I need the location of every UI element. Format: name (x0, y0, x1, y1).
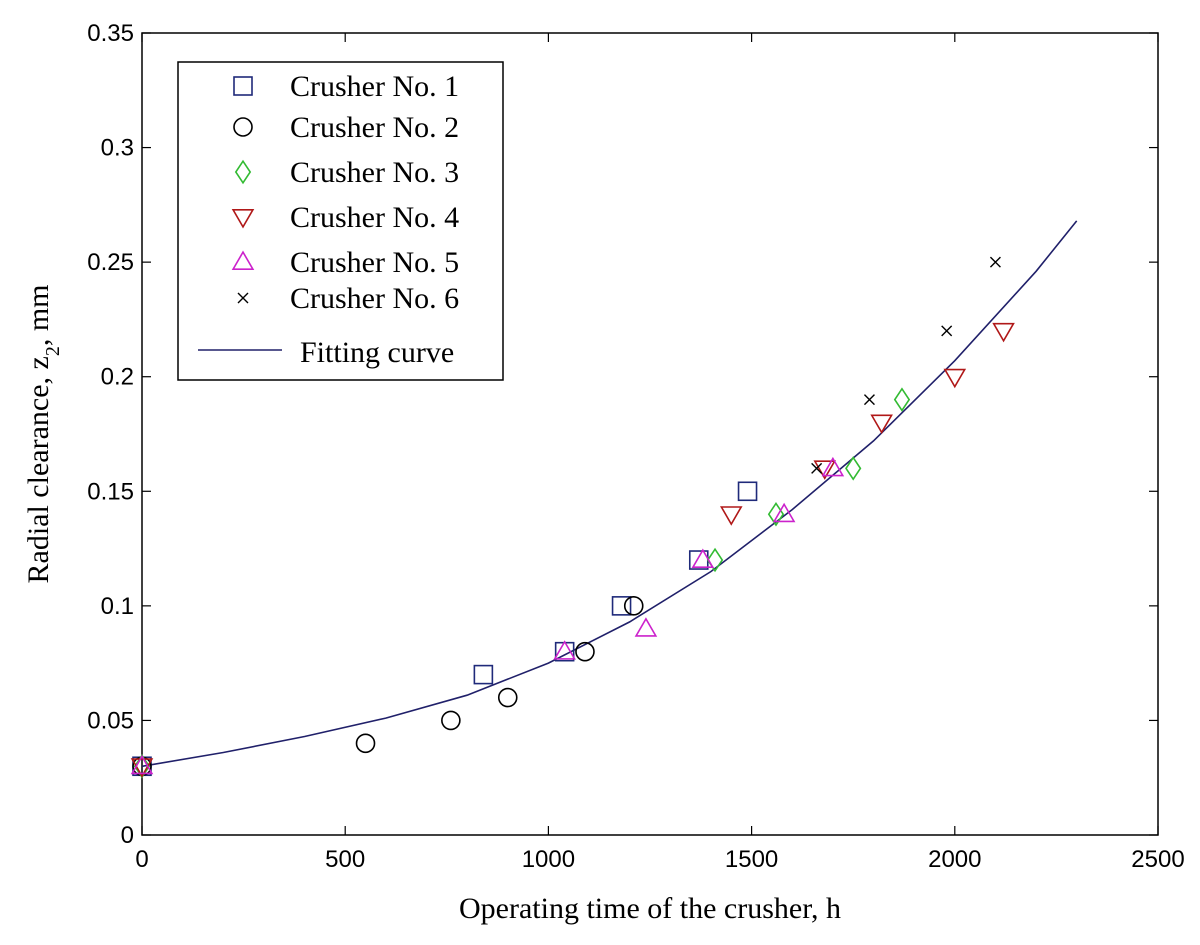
legend: Crusher No. 1 Crusher No. 2 Crusher No. 3 C… (177, 61, 504, 381)
legend-label: Crusher No. 1 (290, 70, 459, 103)
series-5 (130, 456, 845, 775)
legend-marker (233, 76, 253, 96)
x-tick-label: 0 (135, 846, 148, 873)
data-point (893, 387, 911, 412)
y-tick-label: 0.15 (87, 478, 134, 505)
x-tick-label: 2500 (1131, 846, 1184, 873)
data-point (845, 456, 862, 481)
data-point (737, 481, 758, 502)
data-point (989, 256, 1001, 268)
legend-marker (234, 159, 252, 185)
data-point (772, 502, 796, 523)
series-6 (811, 256, 1001, 474)
legend-marker (231, 250, 255, 271)
legend-marker (233, 117, 253, 137)
x-axis-title: Operating time of the crusher, h (459, 892, 841, 925)
data-point (941, 325, 953, 337)
fitting-curve-layer (141, 220, 1078, 768)
data-point (130, 758, 154, 778)
y-tick-label: 0.05 (87, 707, 134, 734)
series-4 (130, 322, 1015, 778)
legend-marker (237, 292, 249, 304)
x-tick-label: 1000 (522, 846, 575, 873)
legend-label: Crusher No. 3 (290, 156, 459, 189)
data-point (623, 596, 644, 616)
data-point (821, 456, 845, 477)
y-tick-label: 0.2 (101, 364, 134, 391)
data-point (473, 664, 494, 685)
data-point (943, 368, 967, 389)
data-point (691, 548, 715, 569)
data-point (813, 460, 837, 480)
y-tick-label: 0.25 (87, 249, 134, 276)
data-point (811, 462, 823, 474)
data-point (634, 617, 658, 637)
legend-label: Crusher No. 4 (290, 201, 459, 234)
data-point (355, 733, 376, 754)
data-point (130, 754, 154, 775)
legend-label: Crusher No. 6 (290, 282, 459, 315)
y-tick-label: 0.3 (101, 135, 134, 162)
data-point (706, 547, 724, 573)
x-tick-label: 500 (325, 846, 365, 873)
data-point (719, 506, 743, 526)
legend-label: Crusher No. 5 (290, 246, 459, 279)
legend-box (177, 61, 504, 381)
fitting-curve (141, 220, 1078, 768)
legend-label: Fitting curve (300, 336, 454, 369)
x-tick-label: 2000 (928, 846, 981, 873)
legend-marker (231, 209, 255, 229)
data-point (863, 394, 875, 406)
y-axis-title: Radial clearance, z2, mm (22, 284, 64, 583)
data-points (130, 256, 1015, 779)
data-point (441, 710, 461, 731)
data-point (497, 687, 518, 708)
y-tick-label: 0 (121, 822, 134, 849)
data-point (870, 414, 893, 435)
data-point (611, 596, 632, 616)
data-point (553, 640, 576, 660)
y-tick-label: 0.1 (101, 593, 134, 620)
data-point (992, 322, 1015, 343)
data-point (575, 641, 595, 662)
x-tick-label: 1500 (725, 846, 778, 873)
legend-label: Crusher No. 2 (290, 111, 459, 144)
y-tick-label: 0.35 (87, 20, 134, 47)
axis-ticks: 0 500 1000 1500 2000 2500 0 0.05 0.1 0.15 0.2 0.25 0… (87, 20, 1184, 873)
